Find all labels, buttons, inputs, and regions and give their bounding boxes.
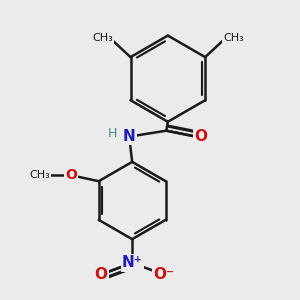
Text: CH₃: CH₃ [92, 33, 112, 43]
Text: O: O [194, 129, 207, 144]
Text: H: H [108, 127, 118, 140]
Text: O: O [94, 267, 107, 282]
Text: N: N [123, 129, 136, 144]
Text: CH₃: CH₃ [30, 170, 50, 180]
Text: CH₃: CH₃ [223, 33, 244, 43]
Text: N⁺: N⁺ [122, 255, 142, 270]
Text: O: O [65, 168, 77, 182]
Text: O⁻: O⁻ [153, 267, 174, 282]
